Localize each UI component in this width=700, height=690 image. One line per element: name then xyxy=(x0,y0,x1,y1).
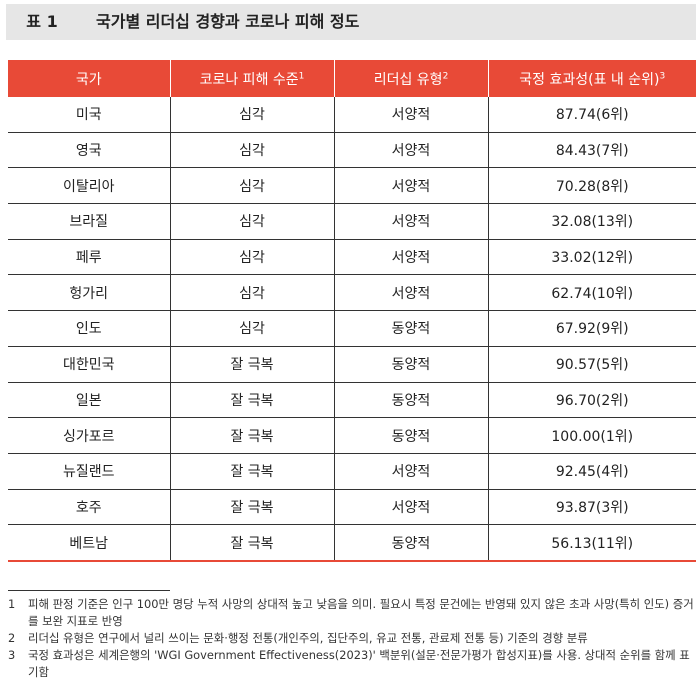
footnote: 2 리더십 유형은 연구에서 널리 쓰이는 문화·행정 전통(개인주의, 집단주의… xyxy=(8,630,696,647)
table-cell: 심각 xyxy=(169,97,334,133)
table-row: 뉴질랜드 잘 극복 서양적 92.45(4위) xyxy=(8,453,696,490)
table-cell: 이탈리아 xyxy=(8,167,170,205)
table-row: 미국 심각 서양적 87.74(6위) xyxy=(8,97,696,133)
table-cell: 잘 극복 xyxy=(169,453,334,490)
table-cell: 서양적 xyxy=(333,203,488,240)
table-cell: 32.08(13위) xyxy=(487,203,696,240)
table-cell: 동양적 xyxy=(333,310,488,347)
table-cell: 헝가리 xyxy=(8,274,170,312)
table-cell: 동양적 xyxy=(333,346,488,383)
table-cell: 잘 극복 xyxy=(169,489,334,526)
table-row: 페루 심각 서양적 33.02(12위) xyxy=(8,239,696,276)
table-cell: 동양적 xyxy=(333,382,488,419)
table-header-row: 국가 코로나 피해 수준1 리더십 유형2 국정 효과성(표 내 순위)3 xyxy=(8,60,696,97)
column-header-label: 국정 효과성(표 내 순위) xyxy=(519,71,660,88)
table-cell: 심각 xyxy=(169,239,334,276)
column-header: 국가 xyxy=(8,60,170,97)
table-cell: 영국 xyxy=(8,132,170,169)
table-cell: 호주 xyxy=(8,489,170,526)
table-body: 미국 심각 서양적 87.74(6위) 영국 심각 서양적 84.43(7위) 이탈리아 심각 서양… xyxy=(8,97,696,562)
table-cell: 서양적 xyxy=(333,97,488,133)
table-cell: 뉴질랜드 xyxy=(8,453,170,490)
table-row: 헝가리 심각 서양적 62.74(10위) xyxy=(8,274,696,312)
footnote-text: 피해 판정 기준은 인구 100만 명당 누적 사망의 상대적 높고 낮음을 의… xyxy=(28,597,694,628)
table-cell: 93.87(3위) xyxy=(487,489,696,526)
footnote: 1 피해 판정 기준은 인구 100만 명당 누적 사망의 상대적 높고 낮음을 … xyxy=(8,596,696,630)
table-cell: 동양적 xyxy=(333,524,488,562)
table-cell: 싱가포르 xyxy=(8,417,170,454)
footnote-marker: 1 xyxy=(298,70,305,81)
table-cell: 서양적 xyxy=(333,489,488,526)
column-header-label: 국가 xyxy=(75,71,102,88)
footnote-marker: 3 xyxy=(659,70,666,81)
table-cell: 서양적 xyxy=(333,132,488,169)
table-row: 브라질 심각 서양적 32.08(13위) xyxy=(8,203,696,240)
table-cell: 70.28(8위) xyxy=(487,167,696,205)
table-cell: 100.00(1위) xyxy=(487,417,696,454)
column-header: 코로나 피해 수준1 xyxy=(169,60,334,97)
table-row: 영국 심각 서양적 84.43(7위) xyxy=(8,132,696,169)
table-cell: 동양적 xyxy=(333,417,488,454)
table-cell: 미국 xyxy=(8,97,170,133)
footnote-number: 3 xyxy=(8,648,16,662)
table-cell: 잘 극복 xyxy=(169,382,334,419)
column-header-label: 코로나 피해 수준 xyxy=(199,71,299,88)
table-row: 이탈리아 심각 서양적 70.28(8위) xyxy=(8,167,696,205)
table-cell: 잘 극복 xyxy=(169,524,334,562)
table-cell: 서양적 xyxy=(333,239,488,276)
table-cell: 심각 xyxy=(169,203,334,240)
table-cell: 베트남 xyxy=(8,524,170,562)
table-row: 일본 잘 극복 동양적 96.70(2위) xyxy=(8,382,696,419)
table-cell: 서양적 xyxy=(333,274,488,312)
table-cell: 62.74(10위) xyxy=(487,274,696,312)
table-cell: 심각 xyxy=(169,167,334,205)
table-cell: 대한민국 xyxy=(8,346,170,383)
footnotes: 1 피해 판정 기준은 인구 100만 명당 누적 사망의 상대적 높고 낮음을 … xyxy=(8,596,696,681)
table-cell: 잘 극복 xyxy=(169,346,334,383)
table-cell: 84.43(7위) xyxy=(487,132,696,169)
footnote-marker: 2 xyxy=(442,70,449,81)
table-cell: 56.13(11위) xyxy=(487,524,696,562)
table-title-bar: 표 1 국가별 리더십 경향과 코로나 피해 정도 xyxy=(6,4,696,40)
column-header: 리더십 유형2 xyxy=(333,60,488,97)
table-row: 베트남 잘 극복 동양적 56.13(11위) xyxy=(8,524,696,562)
footnote-divider xyxy=(8,590,170,591)
table-cell: 잘 극복 xyxy=(169,417,334,454)
table-cell: 90.57(5위) xyxy=(487,346,696,383)
footnote: 3 국정 효과성은 세계은행의 'WGI Government Effective… xyxy=(8,647,696,681)
table-number: 표 1 xyxy=(26,12,58,31)
table-row: 대한민국 잘 극복 동양적 90.57(5위) xyxy=(8,346,696,383)
table-cell: 인도 xyxy=(8,310,170,347)
table-cell: 페루 xyxy=(8,239,170,276)
table-cell: 심각 xyxy=(169,132,334,169)
table-cell: 33.02(12위) xyxy=(487,239,696,276)
table-cell: 67.92(9위) xyxy=(487,310,696,347)
table-cell: 브라질 xyxy=(8,203,170,240)
table-row: 인도 심각 동양적 67.92(9위) xyxy=(8,310,696,347)
column-header-label: 리더십 유형 xyxy=(373,71,443,88)
table-cell: 96.70(2위) xyxy=(487,382,696,419)
table-row: 호주 잘 극복 서양적 93.87(3위) xyxy=(8,489,696,526)
table-cell: 87.74(6위) xyxy=(487,97,696,133)
table-cell: 서양적 xyxy=(333,167,488,205)
footnote-number: 1 xyxy=(8,597,16,611)
country-leadership-table: 국가 코로나 피해 수준1 리더십 유형2 국정 효과성(표 내 순위)3 미국 심각 서… xyxy=(8,60,696,562)
footnote-number: 2 xyxy=(8,631,16,645)
table-cell: 심각 xyxy=(169,274,334,312)
footnote-text: 리더십 유형은 연구에서 널리 쓰이는 문화·행정 전통(개인주의, 집단주의,… xyxy=(28,631,588,645)
table-cell: 일본 xyxy=(8,382,170,419)
footnote-text: 국정 효과성은 세계은행의 'WGI Government Effectiven… xyxy=(28,648,690,679)
table-row: 싱가포르 잘 극복 동양적 100.00(1위) xyxy=(8,417,696,454)
column-header: 국정 효과성(표 내 순위)3 xyxy=(487,60,696,97)
table-cell: 서양적 xyxy=(333,453,488,490)
table-cell: 92.45(4위) xyxy=(487,453,696,490)
table-title: 국가별 리더십 경향과 코로나 피해 정도 xyxy=(96,12,360,31)
table-cell: 심각 xyxy=(169,310,334,347)
